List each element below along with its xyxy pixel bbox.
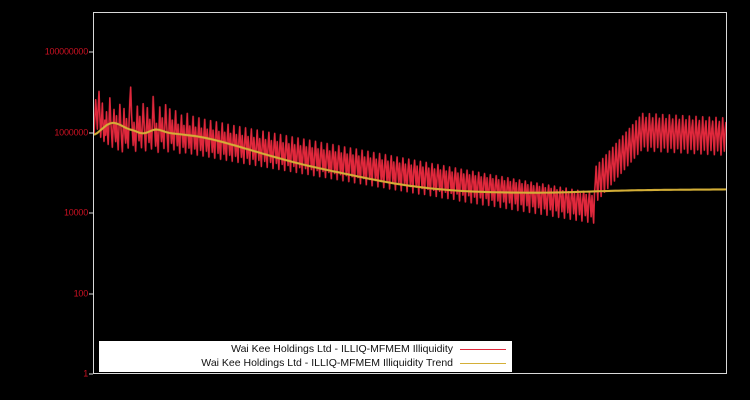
y-axis-tick-label: 1000000 — [54, 127, 88, 138]
y-axis-tick-mark — [89, 212, 93, 214]
y-axis-tick-label: 100 — [73, 288, 89, 299]
plot-area — [93, 12, 727, 374]
legend-label-illiquidity: Wai Kee Holdings Ltd - ILLIQ-MFMEM Illiq… — [231, 343, 453, 355]
legend-swatch-illiquidity — [460, 349, 506, 350]
legend-label-illiquidity-trend: Wai Kee Holdings Ltd - ILLIQ-MFMEM Illiq… — [201, 357, 453, 369]
y-axis-tick-label: 100000000 — [44, 46, 88, 57]
y-axis-tick-mark — [89, 373, 93, 375]
chart-legend: Wai Kee Holdings Ltd - ILLIQ-MFMEM Illiq… — [98, 340, 513, 373]
y-axis-tick-label: 10000 — [63, 207, 88, 218]
chart-canvas — [94, 13, 726, 373]
legend-item-illiquidity[interactable]: Wai Kee Holdings Ltd - ILLIQ-MFMEM Illiq… — [99, 343, 506, 357]
y-axis: 100000000 1000000 10000 100 1 — [0, 12, 93, 378]
y-axis-tick-mark — [89, 293, 93, 295]
y-axis-tick-mark — [89, 132, 93, 134]
y-axis-tick-label: 1 — [83, 368, 88, 379]
legend-item-illiquidity-trend[interactable]: Wai Kee Holdings Ltd - ILLIQ-MFMEM Illiq… — [99, 357, 506, 371]
legend-swatch-illiquidity-trend — [460, 363, 506, 364]
y-axis-tick-mark — [89, 51, 93, 53]
